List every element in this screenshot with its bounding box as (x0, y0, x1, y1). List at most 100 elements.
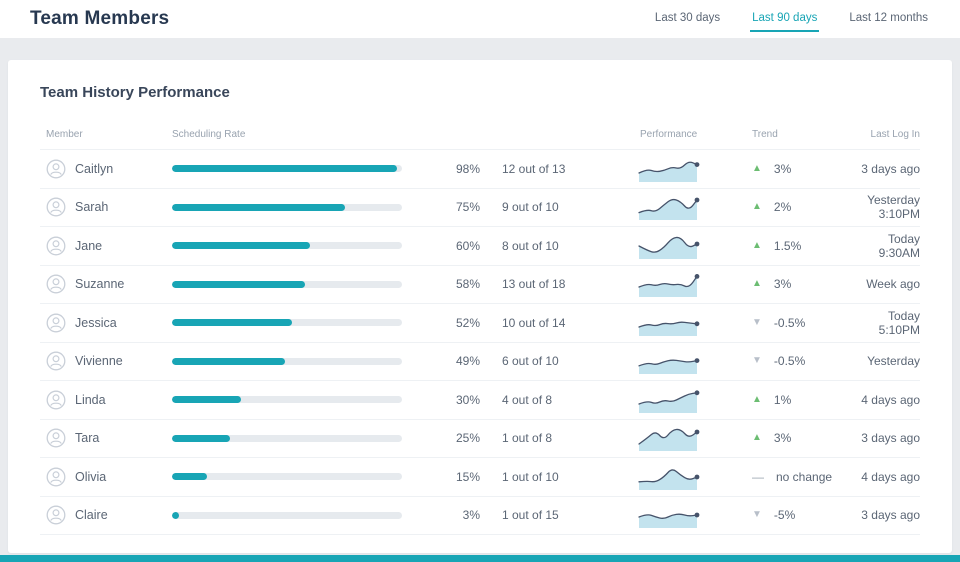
tab-last-90-days[interactable]: Last 90 days (750, 6, 820, 32)
scheduling-rate-percent: 15% (455, 469, 480, 484)
scheduling-ratio: 1 out of 8 (502, 431, 553, 446)
trend-value: 3% (773, 277, 792, 292)
trend-up-icon: ▲ (752, 278, 762, 290)
last-login: 4 days ago (861, 469, 920, 484)
table-row[interactable]: Vivienne 49% 6 out of 10 ▼ -0.5% Yesterd… (40, 343, 920, 381)
user-avatar-icon (46, 505, 66, 525)
last-login: Yesterday (867, 354, 920, 369)
scheduling-rate-bar (172, 511, 402, 519)
column-header-member: Member (46, 128, 83, 140)
last-login: Today 9:30AM (878, 231, 920, 260)
page-title: Team Members (30, 8, 170, 29)
scheduling-rate-bar (172, 242, 402, 250)
trend-up-icon: ▲ (752, 393, 762, 405)
table-row[interactable]: Caitlyn 98% 12 out of 13 ▲ 3% 3 days ago (40, 150, 920, 189)
trend-up-icon: ▲ (752, 239, 762, 251)
performance-sparkline (602, 194, 725, 221)
member-name: Claire (75, 508, 108, 523)
trend-value: 3% (773, 161, 792, 176)
scheduling-rate-percent: 75% (455, 200, 480, 215)
member-name: Tara (75, 431, 100, 446)
trend-value: 1% (773, 392, 792, 407)
user-avatar-icon (46, 274, 66, 294)
column-header-last-login: Last Log In (870, 128, 920, 140)
member-name: Olivia (75, 469, 107, 484)
trend-up-icon: ▲ (752, 201, 762, 213)
table-row[interactable]: Sarah 75% 9 out of 10 ▲ 2% Yesterday 3:1… (40, 189, 920, 227)
scheduling-rate-bar (172, 434, 402, 442)
table-row[interactable]: Claire 3% 1 out of 15 ▼ -5% 3 days ago (40, 497, 920, 535)
column-header-scheduling-rate: Scheduling Rate (172, 128, 246, 140)
table-header: Member Scheduling Rate Performance Trend… (40, 119, 920, 150)
scheduling-rate-percent: 25% (455, 431, 480, 446)
scheduling-rate-bar (172, 280, 402, 288)
performance-sparkline (602, 425, 725, 452)
last-login: 4 days ago (861, 392, 920, 407)
member-name: Jessica (75, 315, 117, 330)
scheduling-rate-bar (172, 203, 402, 211)
trend-value: -0.5% (773, 315, 806, 330)
member-name: Linda (75, 392, 106, 407)
column-header-performance: Performance (640, 128, 698, 140)
table-row[interactable]: Olivia 15% 1 out of 10 — no change 4 day… (40, 458, 920, 497)
scheduling-rate-percent: 60% (455, 238, 480, 253)
table-row[interactable]: Jane 60% 8 out of 10 ▲ 1.5% Today 9:30AM (40, 227, 920, 266)
trend-flat-icon: — (752, 469, 764, 484)
trend-value: no change (776, 469, 833, 484)
member-name: Jane (75, 238, 103, 253)
team-history-card: Team History Performance Member Scheduli… (8, 60, 952, 553)
table-row[interactable]: Linda 30% 4 out of 8 ▲ 1% 4 days ago (40, 381, 920, 420)
scheduling-rate-bar-fill (172, 242, 310, 250)
last-login: 3 days ago (861, 508, 920, 523)
last-login: 3 days ago (861, 431, 920, 446)
trend-value: 3% (773, 431, 792, 446)
scheduling-rate-percent: 52% (455, 315, 480, 330)
performance-sparkline (602, 387, 725, 413)
scheduling-ratio: 1 out of 15 (502, 508, 559, 523)
last-login: Week ago (866, 277, 920, 292)
trend-value: -5% (773, 508, 796, 523)
scheduling-rate-bar-fill (172, 203, 345, 211)
last-login: Today 5:10PM (878, 308, 920, 337)
performance-sparkline (602, 271, 725, 298)
scheduling-ratio: 6 out of 10 (502, 354, 559, 369)
trend-value: -0.5% (773, 354, 806, 369)
trend-value: 1.5% (773, 238, 802, 253)
performance-sparkline (602, 233, 725, 259)
scheduling-ratio: 13 out of 18 (502, 277, 566, 292)
bottom-accent-bar (0, 555, 960, 562)
performance-sparkline (602, 464, 725, 490)
user-avatar-icon (46, 390, 66, 410)
scheduling-ratio: 10 out of 14 (502, 315, 566, 330)
performance-sparkline (602, 502, 725, 529)
scheduling-rate-percent: 30% (455, 392, 480, 407)
user-avatar-icon (46, 197, 66, 217)
tab-last-12-months[interactable]: Last 12 months (849, 12, 928, 24)
trend-down-icon: ▼ (752, 509, 762, 521)
trend-up-icon: ▲ (752, 432, 762, 444)
card-title: Team History Performance (40, 84, 230, 101)
table-row[interactable]: Jessica 52% 10 out of 14 ▼ -0.5% Today 5… (40, 304, 920, 343)
scheduling-rate-bar-fill (172, 396, 241, 404)
scheduling-rate-percent: 3% (462, 508, 480, 523)
trend-up-icon: ▲ (752, 162, 762, 174)
user-avatar-icon (46, 351, 66, 371)
scheduling-rate-bar (172, 357, 402, 365)
table-row[interactable]: Suzanne 58% 13 out of 18 ▲ 3% Week ago (40, 266, 920, 304)
scheduling-rate-bar (172, 473, 402, 481)
last-login: 3 days ago (861, 161, 920, 176)
last-login: Yesterday 3:10PM (867, 193, 920, 222)
trend-down-icon: ▼ (752, 355, 762, 367)
tab-last-30-days[interactable]: Last 30 days (654, 12, 721, 24)
performance-sparkline (602, 310, 725, 336)
scheduling-rate-bar-fill (172, 165, 398, 173)
time-range-tabs: Last 30 days Last 90 days Last 12 months (653, 6, 930, 32)
member-name: Suzanne (75, 277, 125, 292)
scheduling-rate-bar (172, 396, 402, 404)
table-body: Caitlyn 98% 12 out of 13 ▲ 3% 3 days ago (40, 150, 920, 535)
member-name: Sarah (75, 200, 109, 215)
scheduling-rate-bar-fill (172, 473, 207, 481)
user-avatar-icon (46, 159, 66, 179)
scheduling-rate-percent: 49% (455, 354, 480, 369)
table-row[interactable]: Tara 25% 1 out of 8 ▲ 3% 3 days ago (40, 420, 920, 458)
